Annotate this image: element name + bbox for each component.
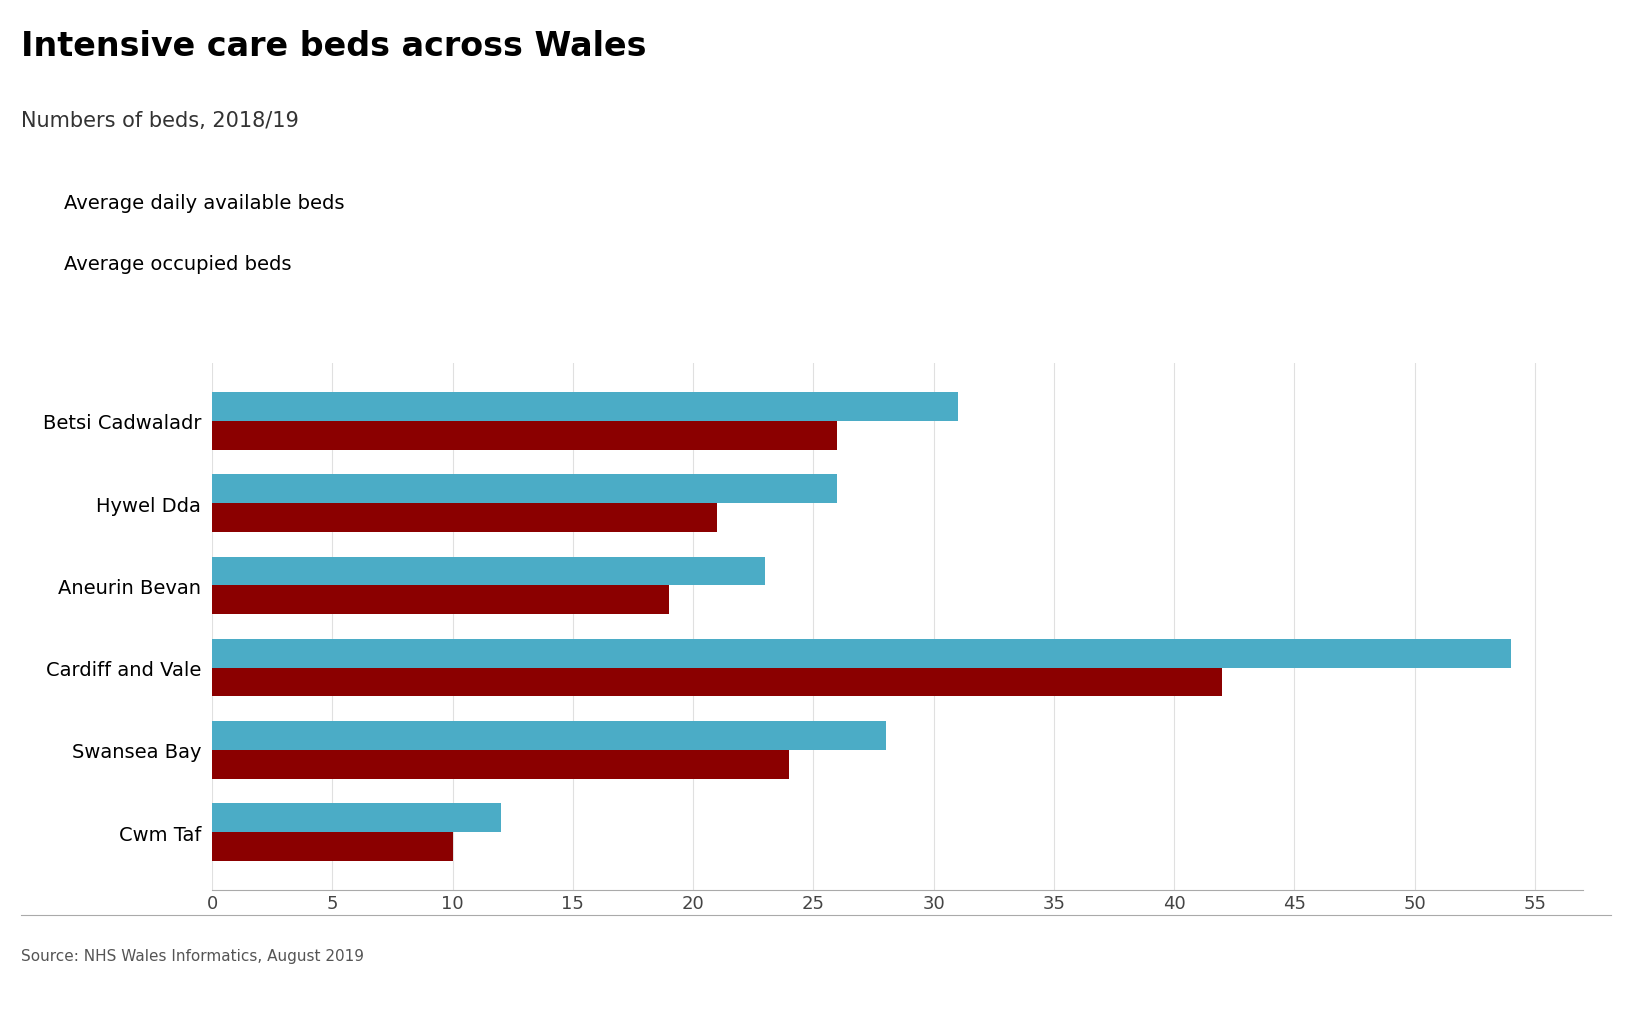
Bar — [212, 557, 765, 585]
Bar — [212, 422, 837, 450]
Bar — [212, 639, 1511, 668]
Text: Intensive care beds across Wales: Intensive care beds across Wales — [21, 30, 646, 64]
Text: Numbers of beds, 2018/19: Numbers of beds, 2018/19 — [21, 111, 299, 131]
Bar — [212, 392, 958, 422]
Bar — [212, 668, 1222, 697]
Bar — [212, 585, 669, 615]
Bar — [212, 475, 837, 503]
Text: Average occupied beds: Average occupied beds — [64, 255, 290, 273]
Bar — [212, 832, 452, 861]
Text: Average daily available beds: Average daily available beds — [64, 194, 344, 212]
Bar — [212, 503, 716, 533]
Text: B: B — [1594, 946, 1608, 960]
Bar — [212, 750, 790, 778]
Bar — [212, 804, 501, 832]
Bar — [212, 721, 886, 750]
Text: B: B — [1555, 946, 1568, 960]
Text: Source: NHS Wales Informatics, August 2019: Source: NHS Wales Informatics, August 20… — [21, 948, 364, 962]
